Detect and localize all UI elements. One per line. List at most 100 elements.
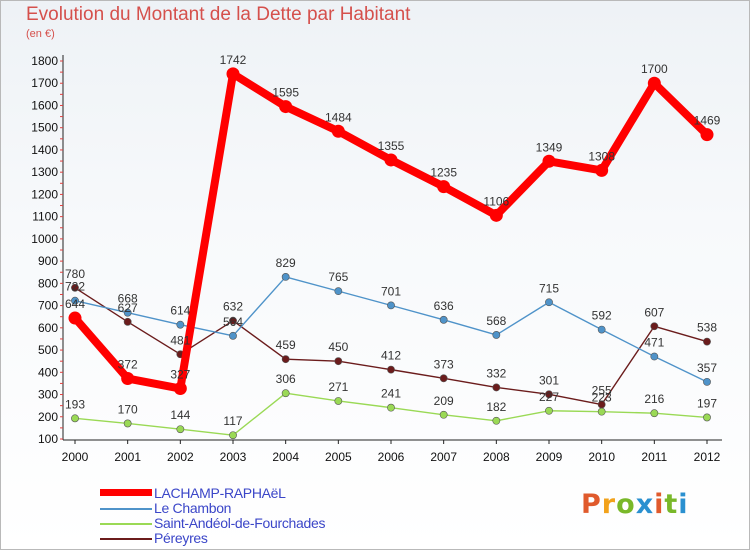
legend-label: LACHAMP-RAPHAëL: [154, 485, 286, 501]
data-point: [71, 283, 79, 292]
data-point: [71, 414, 79, 423]
data-point: [331, 124, 345, 138]
data-label: 1349: [536, 140, 563, 154]
data-label: 471: [644, 336, 664, 350]
data-point: [229, 316, 237, 325]
data-label: 765: [328, 270, 348, 284]
data-point: [703, 377, 711, 386]
data-point: [334, 287, 343, 296]
data-label: 193: [65, 397, 85, 411]
data-point: [650, 352, 659, 361]
x-tick-label: 2012: [694, 450, 721, 464]
data-point: [121, 372, 135, 386]
data-label: 241: [381, 387, 401, 401]
data-label: 564: [223, 315, 243, 329]
data-point: [281, 355, 290, 364]
data-point: [334, 357, 343, 366]
y-tick-label: 800: [38, 276, 58, 290]
chart-title: Evolution du Montant de la Dette par Hab…: [26, 4, 411, 25]
data-label: 1308: [588, 149, 615, 163]
data-point: [492, 383, 501, 392]
data-label: 144: [170, 408, 190, 422]
data-label: 632: [223, 300, 243, 314]
data-point: [173, 382, 187, 396]
data-point: [545, 390, 553, 399]
data-point: [229, 431, 237, 440]
data-label: 170: [118, 402, 138, 416]
legend-swatch-2: [100, 523, 152, 525]
data-label: 1355: [378, 139, 405, 153]
data-label: 1700: [641, 62, 668, 76]
y-tick-label: 300: [38, 388, 58, 402]
data-label: 117: [223, 414, 242, 428]
data-point: [226, 67, 240, 81]
x-tick-label: 2003: [220, 450, 247, 464]
y-tick-label: 1800: [31, 54, 58, 68]
y-tick-label: 1000: [31, 232, 58, 246]
data-label: 209: [434, 394, 454, 408]
y-tick-label: 200: [38, 410, 58, 424]
data-label: 1595: [272, 86, 299, 100]
data-label: 715: [539, 281, 559, 295]
data-label: 182: [486, 400, 506, 414]
x-tick-label: 2001: [114, 450, 141, 464]
data-label: 668: [118, 292, 138, 306]
data-label: 412: [381, 349, 401, 363]
data-label: 538: [697, 321, 717, 335]
logo-letter: r: [601, 489, 617, 520]
x-tick-label: 2010: [588, 450, 615, 464]
data-point: [387, 403, 395, 412]
data-label: 568: [486, 314, 506, 328]
data-point: [439, 374, 448, 383]
data-point: [439, 315, 448, 324]
data-point: [281, 273, 290, 281]
data-point: [700, 128, 714, 142]
y-tick-label: 1200: [31, 187, 58, 201]
data-label: 255: [592, 384, 612, 398]
data-label: 1742: [220, 53, 247, 67]
data-label: 701: [381, 284, 401, 298]
data-point: [437, 180, 451, 194]
y-tick-label: 1600: [31, 98, 58, 112]
logo-letter: i: [678, 489, 689, 520]
data-label: 327: [170, 368, 190, 382]
data-point: [123, 419, 132, 428]
data-point: [489, 208, 503, 222]
data-point: [439, 410, 448, 419]
data-point: [545, 298, 553, 307]
data-point: [650, 409, 659, 418]
proxiti-logo: Proxiti: [581, 489, 689, 520]
x-tick-label: 2009: [536, 450, 563, 464]
data-point: [647, 76, 661, 90]
y-tick-label: 500: [38, 343, 58, 357]
x-tick-label: 2006: [378, 450, 405, 464]
data-label: 1235: [430, 166, 457, 180]
data-point: [71, 296, 79, 305]
legend-label: Le Chambon: [154, 500, 232, 516]
data-label: 607: [644, 305, 664, 319]
data-point: [545, 406, 553, 415]
data-point: [597, 407, 606, 416]
data-point: [542, 154, 556, 168]
y-tick-label: 900: [38, 254, 58, 268]
data-point: [123, 308, 132, 317]
x-tick-label: 2000: [62, 450, 89, 464]
data-label: 227: [539, 390, 559, 404]
y-tick-label: 1700: [31, 76, 58, 90]
data-label: 306: [276, 372, 296, 386]
data-label: 481: [170, 333, 190, 347]
data-label: 301: [539, 373, 559, 387]
data-point: [176, 425, 185, 434]
data-label: 592: [592, 309, 612, 323]
x-tick-label: 2002: [167, 450, 194, 464]
y-tick-label: 700: [38, 299, 58, 313]
data-point: [384, 153, 398, 167]
logo-letter: P: [581, 489, 602, 520]
legend-label: Saint-Andéol-de-Fourchades: [154, 515, 326, 531]
data-label: 722: [65, 280, 85, 294]
logo-letter: t: [664, 489, 679, 520]
chart-unit: (en €): [26, 28, 55, 40]
data-label: 332: [486, 366, 506, 380]
